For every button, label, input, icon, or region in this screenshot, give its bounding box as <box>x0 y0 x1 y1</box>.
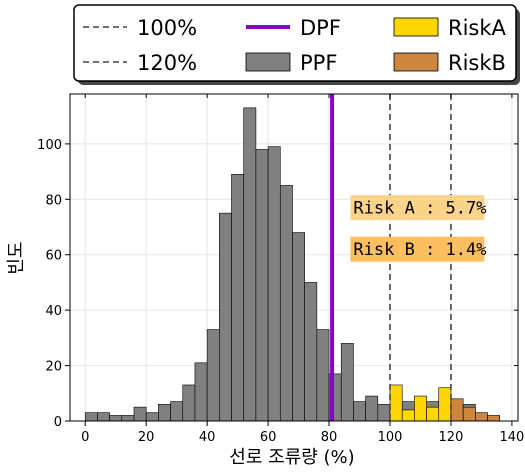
bar-ppf <box>206 329 220 422</box>
bar-ppf <box>158 404 171 422</box>
bar-riska <box>438 387 452 422</box>
bar-ppf <box>340 343 354 422</box>
bar-ppf <box>243 107 257 422</box>
bar-ppf <box>267 146 281 422</box>
x-tick-label: 100 <box>378 430 403 445</box>
bar-ppf <box>219 212 232 422</box>
legend-label: 100% <box>137 16 197 40</box>
x-axis: 0 20 40 60 80 100 120 140 <box>81 94 524 445</box>
plot-frame <box>69 93 519 422</box>
bar-ppf <box>121 415 135 422</box>
y-tick-label: 40 <box>45 304 62 319</box>
bar-ppf <box>365 395 379 422</box>
bar-ppf <box>255 149 269 422</box>
annotations: Risk A : 5.7% Risk B : 1.4% <box>350 195 486 262</box>
bar-ppf <box>170 401 184 422</box>
bar-ppf <box>97 412 110 422</box>
annotation-text: Risk B : 1.4% <box>353 240 486 260</box>
bar-riska <box>401 409 415 422</box>
bar-ppf <box>84 412 98 422</box>
y-tick-label: 0 <box>54 415 62 430</box>
x-tick-label: 20 <box>138 430 155 445</box>
bar-riska <box>389 384 403 422</box>
bar-ppf <box>304 282 318 422</box>
x-tick-label: 60 <box>260 430 277 445</box>
x-axis-label: 선로 조류량 (%) <box>229 447 354 468</box>
legend-label: 120% <box>137 51 197 75</box>
bar-ppf <box>194 362 208 422</box>
y-tick-label: 60 <box>45 249 62 264</box>
bar-riskb <box>487 415 501 422</box>
bar-ppf <box>279 185 293 422</box>
legend-label: RiskB <box>448 51 506 75</box>
bars <box>84 107 501 422</box>
bar-riska <box>426 406 440 422</box>
x-tick-label: 120 <box>439 430 464 445</box>
legend-swatch <box>245 52 291 72</box>
bar-ppf <box>109 415 123 422</box>
bar-ppf <box>145 412 159 422</box>
y-axis: 0 20 40 60 80 100 <box>37 138 518 430</box>
bar-riskb <box>450 398 464 422</box>
annotation-text: Risk A : 5.7% <box>353 199 486 219</box>
annotation-box <box>350 195 485 221</box>
bar-riskb <box>475 412 488 422</box>
annotation-box <box>350 236 485 262</box>
bar-ppf <box>353 401 366 422</box>
y-tick-label: 100 <box>37 138 62 153</box>
bar-ppf <box>133 406 147 422</box>
bar-riskb <box>462 406 476 422</box>
x-tick-label: 40 <box>199 430 216 445</box>
x-tick-label: 140 <box>499 430 524 445</box>
y-axis-label: 빈도 <box>6 241 27 274</box>
legend-swatch <box>393 17 439 37</box>
legend-swatch <box>393 52 439 72</box>
bar-ppf <box>377 404 391 422</box>
bar-ppf <box>182 384 196 422</box>
legend-label: RiskA <box>448 16 507 40</box>
bar-ppf <box>292 232 305 422</box>
x-tick-label: 0 <box>81 430 89 445</box>
bar-ppf <box>231 174 245 422</box>
legend: 100% DPF RiskA 120% PPF RiskB <box>73 4 520 85</box>
bar-ppf <box>316 329 330 422</box>
x-tick-label: 80 <box>321 430 338 445</box>
y-tick-label: 20 <box>45 360 62 375</box>
y-tick-label: 80 <box>45 193 62 208</box>
legend-label: DPF <box>300 16 341 40</box>
bar-riska <box>414 395 427 422</box>
legend-label: PPF <box>300 51 337 75</box>
